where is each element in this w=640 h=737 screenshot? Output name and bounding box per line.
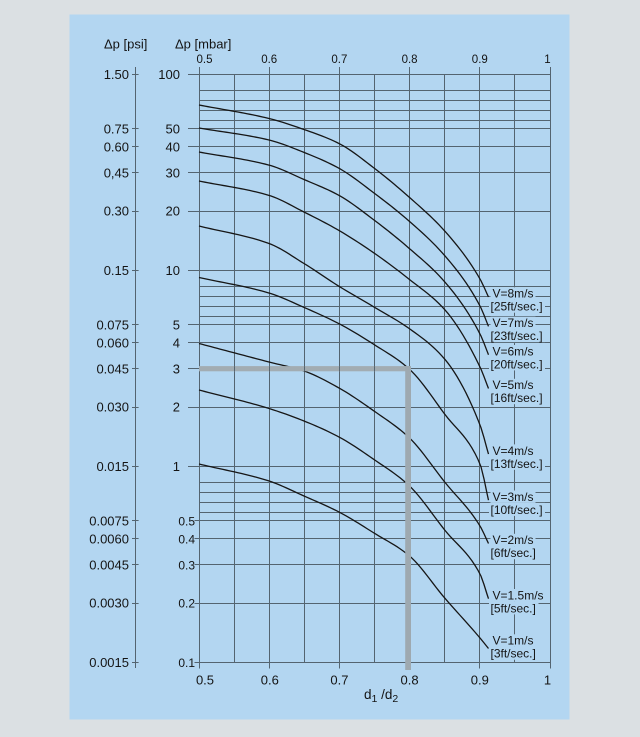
svg-text:V=3m/s: V=3m/s	[493, 490, 534, 504]
svg-text:0.9: 0.9	[471, 672, 489, 687]
svg-text:0.15: 0.15	[104, 263, 129, 278]
svg-text:1.50: 1.50	[104, 67, 129, 82]
svg-text:0.6: 0.6	[261, 672, 279, 687]
svg-text:4: 4	[173, 336, 180, 351]
svg-text:0.8: 0.8	[401, 672, 419, 687]
svg-text:V=1m/s: V=1m/s	[493, 634, 534, 648]
svg-text:40: 40	[166, 140, 180, 155]
svg-text:3: 3	[173, 362, 180, 377]
svg-text:0,45: 0,45	[104, 166, 129, 181]
svg-text:0.0075: 0.0075	[89, 514, 129, 529]
svg-text:0.0015: 0.0015	[89, 655, 129, 670]
svg-text:0.075: 0.075	[96, 318, 129, 333]
svg-text:1: 1	[173, 459, 180, 474]
svg-text:[23ft/sec.]: [23ft/sec.]	[491, 329, 543, 343]
svg-text:V=2m/s: V=2m/s	[493, 533, 534, 547]
svg-text:10: 10	[166, 263, 180, 278]
svg-text:0.0060: 0.0060	[89, 532, 129, 547]
svg-text:0.30: 0.30	[104, 204, 129, 219]
svg-text:V=6m/s: V=6m/s	[493, 344, 534, 358]
svg-text:0.060: 0.060	[96, 336, 129, 351]
svg-text:V=8m/s: V=8m/s	[493, 287, 534, 301]
svg-text:0.1: 0.1	[178, 656, 195, 670]
svg-text:0.7: 0.7	[330, 672, 348, 687]
svg-text:0.2: 0.2	[178, 597, 195, 611]
svg-text:100: 100	[158, 67, 180, 82]
svg-text:[20ft/sec.]: [20ft/sec.]	[491, 357, 543, 371]
svg-text:0.5: 0.5	[178, 515, 195, 529]
svg-text:0.4: 0.4	[178, 533, 195, 547]
svg-text:0.0030: 0.0030	[89, 596, 129, 611]
svg-text:[13ft/sec.]: [13ft/sec.]	[491, 457, 543, 471]
svg-text:0.6: 0.6	[261, 54, 277, 66]
svg-text:[5ft/sec.]: [5ft/sec.]	[491, 601, 536, 615]
svg-text:0.030: 0.030	[96, 400, 129, 415]
svg-text:V=1.5m/s: V=1.5m/s	[493, 588, 544, 602]
svg-text:5: 5	[173, 318, 180, 333]
svg-text:[25ft/sec.]: [25ft/sec.]	[491, 300, 543, 314]
svg-text:V=7m/s: V=7m/s	[493, 316, 534, 330]
svg-text:1: 1	[544, 672, 551, 687]
svg-text:[10ft/sec.]: [10ft/sec.]	[491, 503, 543, 517]
svg-text:50: 50	[166, 122, 180, 137]
svg-text:0.8: 0.8	[402, 54, 418, 66]
svg-text:2: 2	[173, 400, 180, 415]
svg-text:V=4m/s: V=4m/s	[493, 444, 534, 458]
svg-text:[16ft/sec.]: [16ft/sec.]	[491, 391, 543, 405]
svg-text:0.5: 0.5	[196, 672, 214, 687]
svg-text:20: 20	[166, 204, 180, 219]
svg-text:0.045: 0.045	[96, 362, 129, 377]
svg-text:0.0045: 0.0045	[89, 558, 129, 573]
svg-text:0.3: 0.3	[178, 559, 195, 573]
svg-text:Δp [mbar]: Δp [mbar]	[175, 37, 231, 52]
svg-text:1: 1	[544, 54, 550, 66]
svg-text:Δp [psi]: Δp [psi]	[104, 37, 147, 52]
svg-text:0.75: 0.75	[104, 122, 129, 137]
svg-text:[3ft/sec.]: [3ft/sec.]	[491, 647, 536, 661]
svg-text:0.5: 0.5	[197, 54, 213, 66]
svg-text:0.60: 0.60	[104, 140, 129, 155]
svg-text:0.9: 0.9	[472, 54, 488, 66]
svg-text:0.015: 0.015	[96, 459, 129, 474]
svg-text:[6ft/sec.]: [6ft/sec.]	[491, 546, 536, 560]
svg-text:V=5m/s: V=5m/s	[493, 378, 534, 392]
svg-text:0.7: 0.7	[331, 54, 347, 66]
svg-text:30: 30	[166, 166, 180, 181]
